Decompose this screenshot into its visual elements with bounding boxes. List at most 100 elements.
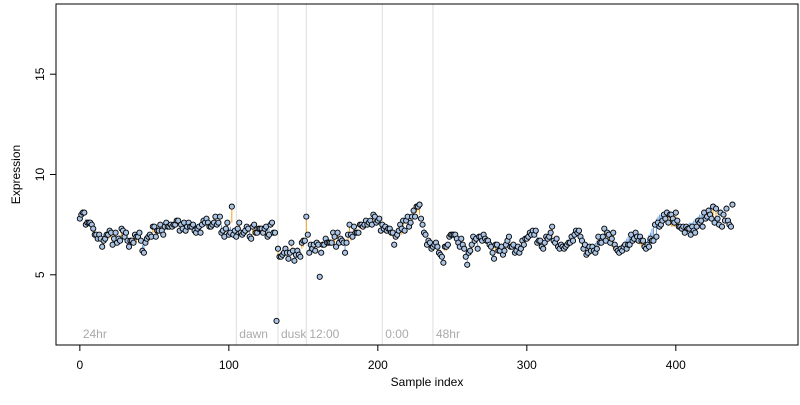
data-point bbox=[489, 249, 496, 256]
data-point bbox=[501, 247, 508, 254]
data-point bbox=[130, 239, 137, 246]
data-point bbox=[547, 229, 554, 236]
phase-label: dusk bbox=[281, 327, 307, 341]
data-point bbox=[665, 219, 672, 226]
data-point bbox=[233, 233, 240, 240]
data-point bbox=[434, 243, 441, 250]
data-point bbox=[601, 225, 608, 232]
data-point bbox=[248, 235, 255, 242]
data-point bbox=[540, 245, 547, 252]
data-point bbox=[99, 243, 106, 250]
data-point bbox=[271, 229, 279, 236]
data-point bbox=[312, 247, 319, 254]
data-point bbox=[342, 249, 349, 256]
data-point bbox=[140, 249, 147, 256]
data-point bbox=[349, 233, 356, 240]
data-point bbox=[517, 245, 524, 252]
data-point bbox=[639, 237, 647, 244]
axes: 0 100 200 300 400 5 10 15 bbox=[33, 67, 686, 372]
data-point bbox=[274, 245, 282, 252]
data-point bbox=[333, 243, 340, 250]
data-point bbox=[599, 233, 606, 240]
data-point bbox=[297, 253, 304, 260]
data-point bbox=[505, 233, 512, 240]
data-point bbox=[653, 233, 660, 240]
data-point bbox=[541, 239, 548, 246]
data-point bbox=[334, 229, 341, 236]
phase-label: 48hr bbox=[436, 327, 460, 341]
data-point bbox=[520, 241, 527, 248]
data-point bbox=[291, 257, 298, 264]
data-point bbox=[461, 245, 468, 252]
data-point bbox=[251, 221, 258, 228]
data-point bbox=[593, 245, 600, 252]
y-tick-label: 5 bbox=[33, 271, 47, 278]
data-point bbox=[693, 223, 700, 230]
y-tick-label: 10 bbox=[33, 168, 47, 182]
data-point bbox=[699, 223, 706, 230]
data-point bbox=[301, 237, 308, 244]
data-point bbox=[236, 219, 243, 226]
data-point bbox=[569, 237, 577, 244]
data-point bbox=[268, 219, 276, 226]
data-point bbox=[412, 213, 419, 220]
data-point bbox=[467, 247, 474, 254]
data-point bbox=[304, 231, 311, 238]
data-point bbox=[222, 225, 229, 232]
data-point bbox=[575, 227, 583, 234]
data-point bbox=[350, 223, 358, 230]
data-point bbox=[316, 273, 323, 280]
data-point bbox=[273, 317, 280, 324]
data-point bbox=[391, 241, 398, 248]
data-point bbox=[376, 215, 383, 222]
data-point bbox=[216, 213, 223, 220]
data-point bbox=[608, 235, 615, 242]
data-point bbox=[626, 241, 633, 248]
data-point bbox=[549, 223, 556, 230]
data-point bbox=[422, 231, 429, 238]
x-tick-label: 300 bbox=[517, 358, 537, 372]
x-tick-label: 0 bbox=[76, 358, 83, 372]
data-point bbox=[714, 215, 721, 222]
data-point bbox=[303, 213, 310, 220]
data-point bbox=[151, 223, 158, 230]
data-point bbox=[464, 261, 471, 268]
y-axis-title: Expression bbox=[9, 145, 23, 204]
data-point bbox=[490, 255, 498, 262]
data-point bbox=[416, 201, 423, 208]
x-tick-label: 400 bbox=[666, 358, 686, 372]
data-point bbox=[708, 215, 715, 222]
data-point bbox=[190, 221, 197, 228]
x-tick-label: 100 bbox=[219, 358, 239, 372]
phase-label: 24hr bbox=[83, 327, 107, 341]
data-point bbox=[306, 249, 313, 256]
data-point bbox=[718, 223, 726, 230]
data-point bbox=[401, 227, 408, 234]
data-point bbox=[122, 229, 130, 236]
data-point bbox=[462, 253, 469, 260]
data-point bbox=[417, 215, 425, 222]
data-point bbox=[553, 235, 560, 242]
phase-lines: dawn dusk 12:00 0:00 48hr 24hr bbox=[83, 4, 460, 345]
x-axis-title: Sample index bbox=[391, 375, 464, 389]
data-point bbox=[468, 241, 475, 248]
data-point bbox=[713, 205, 720, 212]
data-point bbox=[407, 219, 414, 226]
data-point bbox=[288, 239, 295, 246]
phase-label: 12:00 bbox=[309, 327, 339, 341]
data-point bbox=[578, 237, 586, 244]
data-point bbox=[720, 211, 727, 218]
plot-frame bbox=[55, 3, 799, 346]
data-point bbox=[662, 215, 669, 222]
data-point bbox=[215, 219, 222, 226]
data-point bbox=[419, 221, 426, 228]
data-point bbox=[234, 225, 241, 232]
data-point bbox=[160, 231, 167, 238]
data-point bbox=[331, 233, 338, 240]
data-point bbox=[318, 249, 325, 256]
data-point bbox=[136, 229, 143, 236]
data-point bbox=[729, 201, 736, 208]
data-point bbox=[650, 237, 657, 244]
data-point bbox=[727, 223, 735, 230]
